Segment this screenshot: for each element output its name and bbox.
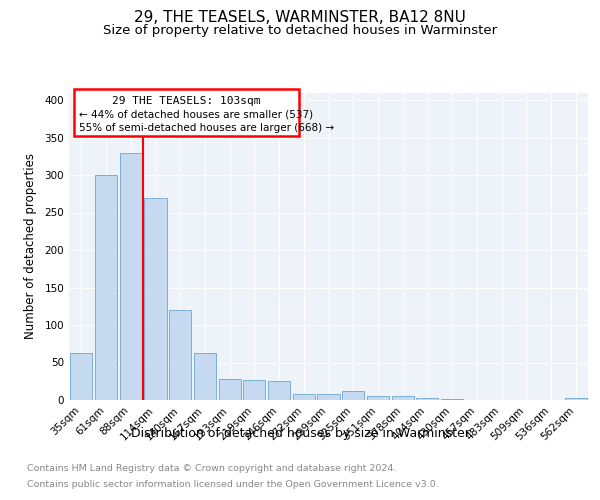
Bar	[95, 175, 117, 400]
Bar	[317, 394, 340, 400]
Bar	[416, 398, 439, 400]
Text: 55% of semi-detached houses are larger (668) →: 55% of semi-detached houses are larger (…	[79, 123, 334, 133]
Bar	[392, 396, 414, 400]
Bar	[119, 152, 142, 400]
Text: Distribution of detached houses by size in Warminster: Distribution of detached houses by size …	[131, 428, 469, 440]
Bar	[243, 380, 265, 400]
Text: 29, THE TEASELS, WARMINSTER, BA12 8NU: 29, THE TEASELS, WARMINSTER, BA12 8NU	[134, 10, 466, 25]
Bar	[441, 398, 463, 400]
Bar	[268, 381, 290, 400]
Text: Contains HM Land Registry data © Crown copyright and database right 2024.: Contains HM Land Registry data © Crown c…	[27, 464, 397, 473]
Bar	[70, 353, 92, 400]
Bar	[169, 310, 191, 400]
Y-axis label: Number of detached properties: Number of detached properties	[25, 153, 37, 339]
Bar	[293, 394, 315, 400]
Text: 29 THE TEASELS: 103sqm: 29 THE TEASELS: 103sqm	[112, 96, 260, 106]
Bar	[145, 198, 167, 400]
Text: Contains public sector information licensed under the Open Government Licence v3: Contains public sector information licen…	[27, 480, 439, 489]
Bar	[342, 391, 364, 400]
Text: ← 44% of detached houses are smaller (537): ← 44% of detached houses are smaller (53…	[79, 110, 313, 120]
FancyBboxPatch shape	[74, 89, 299, 136]
Bar	[565, 398, 587, 400]
Bar	[367, 396, 389, 400]
Bar	[194, 353, 216, 400]
Bar	[218, 379, 241, 400]
Text: Size of property relative to detached houses in Warminster: Size of property relative to detached ho…	[103, 24, 497, 37]
